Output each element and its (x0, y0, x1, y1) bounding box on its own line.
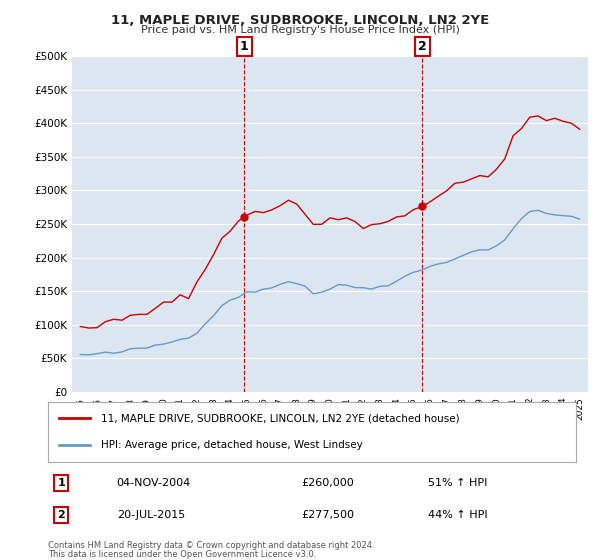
Text: £277,500: £277,500 (301, 510, 355, 520)
Text: Price paid vs. HM Land Registry's House Price Index (HPI): Price paid vs. HM Land Registry's House … (140, 25, 460, 35)
Text: 1: 1 (58, 478, 65, 488)
Text: 44% ↑ HPI: 44% ↑ HPI (428, 510, 488, 520)
Text: 11, MAPLE DRIVE, SUDBROOKE, LINCOLN, LN2 2YE (detached house): 11, MAPLE DRIVE, SUDBROOKE, LINCOLN, LN2… (101, 413, 460, 423)
Text: Contains HM Land Registry data © Crown copyright and database right 2024.: Contains HM Land Registry data © Crown c… (48, 541, 374, 550)
Text: This data is licensed under the Open Government Licence v3.0.: This data is licensed under the Open Gov… (48, 550, 316, 559)
Text: 04-NOV-2004: 04-NOV-2004 (116, 478, 191, 488)
Text: 51% ↑ HPI: 51% ↑ HPI (428, 478, 488, 488)
Text: 11, MAPLE DRIVE, SUDBROOKE, LINCOLN, LN2 2YE: 11, MAPLE DRIVE, SUDBROOKE, LINCOLN, LN2… (111, 14, 489, 27)
Text: £260,000: £260,000 (301, 478, 354, 488)
Text: 20-JUL-2015: 20-JUL-2015 (116, 510, 185, 520)
Text: HPI: Average price, detached house, West Lindsey: HPI: Average price, detached house, West… (101, 440, 362, 450)
Text: 2: 2 (58, 510, 65, 520)
Text: 2: 2 (418, 40, 427, 53)
Text: 1: 1 (240, 40, 248, 53)
